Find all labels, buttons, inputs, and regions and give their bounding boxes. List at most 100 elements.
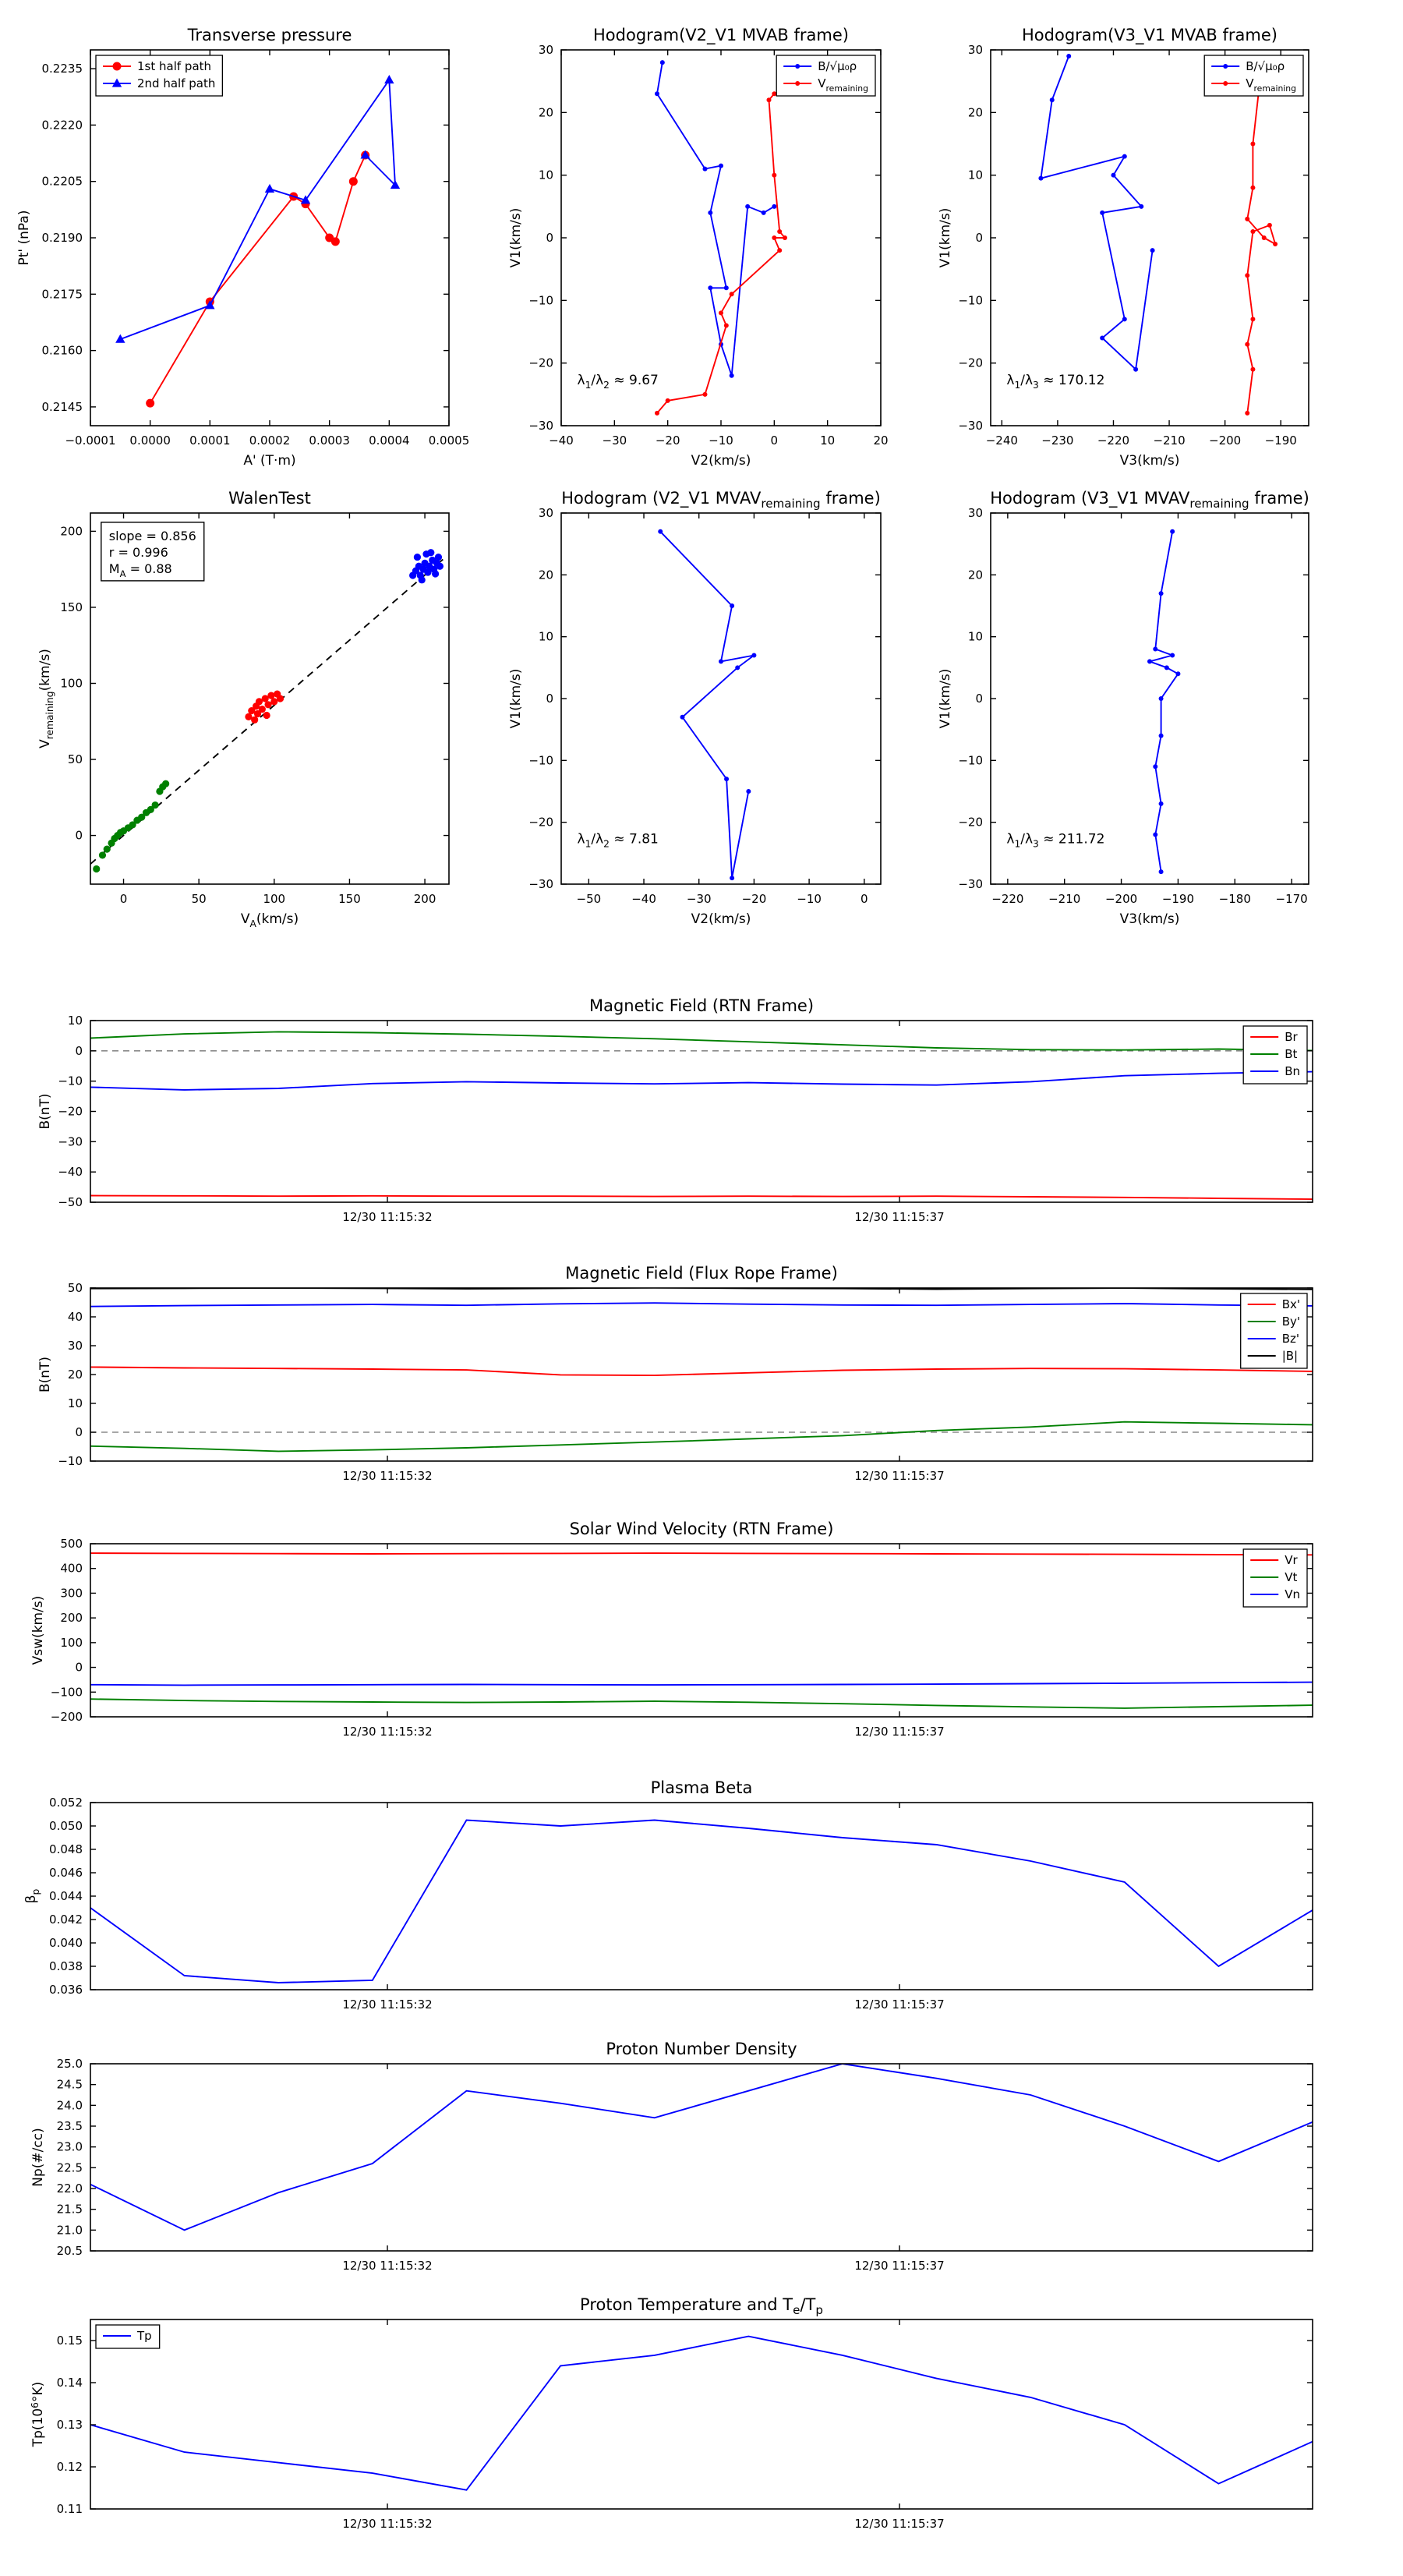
- y-tick-label: 300: [60, 1586, 83, 1600]
- marker: [258, 706, 266, 713]
- y-axis-label: V1(km/s): [938, 208, 953, 268]
- marker: [1111, 172, 1116, 178]
- y-tick-label: 0.048: [49, 1842, 83, 1856]
- marker: [1170, 529, 1175, 534]
- x-tick-label: −20: [656, 433, 680, 448]
- chart-magnetic-field-rtn: 12/30 11:15:32 12/30 11:15:37 −50 −40 −30 −20…: [37, 996, 1313, 1224]
- legend: Br Bt Bn: [1242, 1025, 1308, 1085]
- y-tick-label: 24.5: [57, 2078, 83, 2092]
- axes-frame: [560, 512, 882, 885]
- series-v-remaining: [1245, 91, 1278, 416]
- marker: [248, 707, 256, 715]
- series-bx: [90, 1366, 1313, 1377]
- marker: [1139, 203, 1144, 209]
- legend: B/√μ₀ρ Vremaining: [776, 55, 876, 97]
- chart-title: WalenTest: [228, 489, 311, 508]
- marker: [1066, 54, 1072, 59]
- chart-hodogram-v3v1-mvav: −220 −210 −200 −190 −180 −170 −30 −20 −10 0 10 20 30…: [938, 489, 1309, 927]
- marker: [103, 845, 111, 853]
- marker: [413, 553, 422, 561]
- y-tick-label: −30: [58, 1134, 83, 1148]
- marker: [147, 805, 154, 814]
- marker: [138, 813, 146, 821]
- x-axis-label: VA(km/s): [241, 911, 299, 929]
- axes-frame: [90, 1543, 1313, 1718]
- x-tick-label: 0.0004: [369, 433, 410, 448]
- marker: [1223, 64, 1228, 69]
- svg-text:1st half path: 1st half path: [137, 59, 211, 73]
- y-tick-label: 100: [60, 1636, 83, 1650]
- y-tick-label: 24.0: [57, 2098, 83, 2112]
- marker: [261, 695, 269, 702]
- x-tick-label: −50: [577, 892, 602, 906]
- y-tick-label: −30: [528, 877, 553, 891]
- y-tick-label: 30: [68, 1339, 83, 1353]
- marker: [708, 210, 713, 215]
- y-tick-label: 21.5: [57, 2203, 83, 2217]
- marker: [424, 568, 432, 576]
- legend-box: [776, 55, 876, 97]
- chart-title: Proton Number Density: [606, 2040, 797, 2058]
- x-tick-label: 0.0001: [189, 433, 231, 448]
- annotation: λ1/λ3 ≈ 170.12: [1006, 373, 1104, 391]
- marker: [115, 334, 125, 343]
- marker: [659, 60, 665, 65]
- marker: [1038, 175, 1044, 181]
- x-axis-label: V3(km/s): [1120, 453, 1180, 469]
- x-tick-label: −0.0001: [65, 433, 115, 448]
- marker: [1153, 646, 1158, 652]
- y-tick-label: 0.13: [57, 2418, 83, 2432]
- legend: 1st half path 2nd half path: [95, 55, 224, 97]
- legend: Vr Vt Vn: [1242, 1548, 1308, 1608]
- marker: [1250, 185, 1256, 190]
- series-tp: [90, 2335, 1313, 2491]
- marker: [348, 177, 358, 186]
- series-b: [655, 60, 777, 378]
- x-tick-label: −40: [631, 892, 656, 906]
- marker: [702, 166, 708, 172]
- y-tick-label: 0.044: [49, 1889, 83, 1903]
- x-tick-label: −200: [1209, 433, 1241, 448]
- marker: [205, 300, 215, 310]
- y-tick-label: −50: [58, 1195, 83, 1209]
- marker: [772, 235, 777, 240]
- chart-title: Solar Wind Velocity (RTN Frame): [570, 1520, 834, 1538]
- y-tick-label: 40: [68, 1310, 83, 1324]
- marker: [360, 150, 370, 159]
- x-tick-label: −190: [1162, 892, 1194, 906]
- annotation: λ1/λ2 ≈ 9.67: [578, 373, 659, 391]
- chart-plasma-beta: 12/30 11:15:32 12/30 11:15:37 0.036 0.038 0.…: [23, 1778, 1313, 2012]
- chart-title: Hodogram(V2_V1 MVAB frame): [593, 26, 849, 45]
- svg-text:r = 0.996: r = 0.996: [109, 545, 168, 560]
- marker: [777, 248, 783, 253]
- y-tick-label: −30: [958, 419, 983, 433]
- y-tick-label: −10: [958, 293, 983, 307]
- y-tick-label: 30: [968, 43, 983, 57]
- marker: [1049, 97, 1055, 103]
- marker: [1158, 869, 1164, 875]
- marker: [1267, 222, 1272, 228]
- marker: [111, 78, 122, 87]
- chart-transverse-pressure: −0.0001 0.0000 0.0001 0.0002 0.0003 0.0004 0.0…: [16, 26, 469, 469]
- y-tick-label: 100: [60, 676, 83, 690]
- y-tick-label: −20: [958, 356, 983, 370]
- x-tick-label: 12/30 11:15:37: [854, 1210, 944, 1224]
- marker: [1223, 81, 1228, 86]
- marker: [264, 183, 275, 193]
- marker: [702, 391, 708, 397]
- x-tick-label: 100: [263, 892, 285, 906]
- svg-text:Bn: Bn: [1285, 1064, 1300, 1078]
- y-axis-label: V1(km/s): [508, 669, 524, 729]
- marker: [783, 235, 787, 240]
- marker: [263, 711, 270, 720]
- x-tick-label: 12/30 11:15:37: [854, 2517, 944, 2531]
- y-tick-label: 20: [968, 105, 983, 119]
- marker: [1153, 764, 1158, 770]
- chart-title: Hodogram (V3_V1 MVAVremaining frame): [990, 489, 1309, 511]
- svg-text:MA = 0.88: MA = 0.88: [109, 561, 172, 579]
- y-tick-label: 20: [68, 1368, 83, 1382]
- series-proton-number-density-0: [90, 2064, 1313, 2231]
- y-tick-label: 0.2145: [42, 400, 83, 414]
- marker: [1250, 317, 1256, 322]
